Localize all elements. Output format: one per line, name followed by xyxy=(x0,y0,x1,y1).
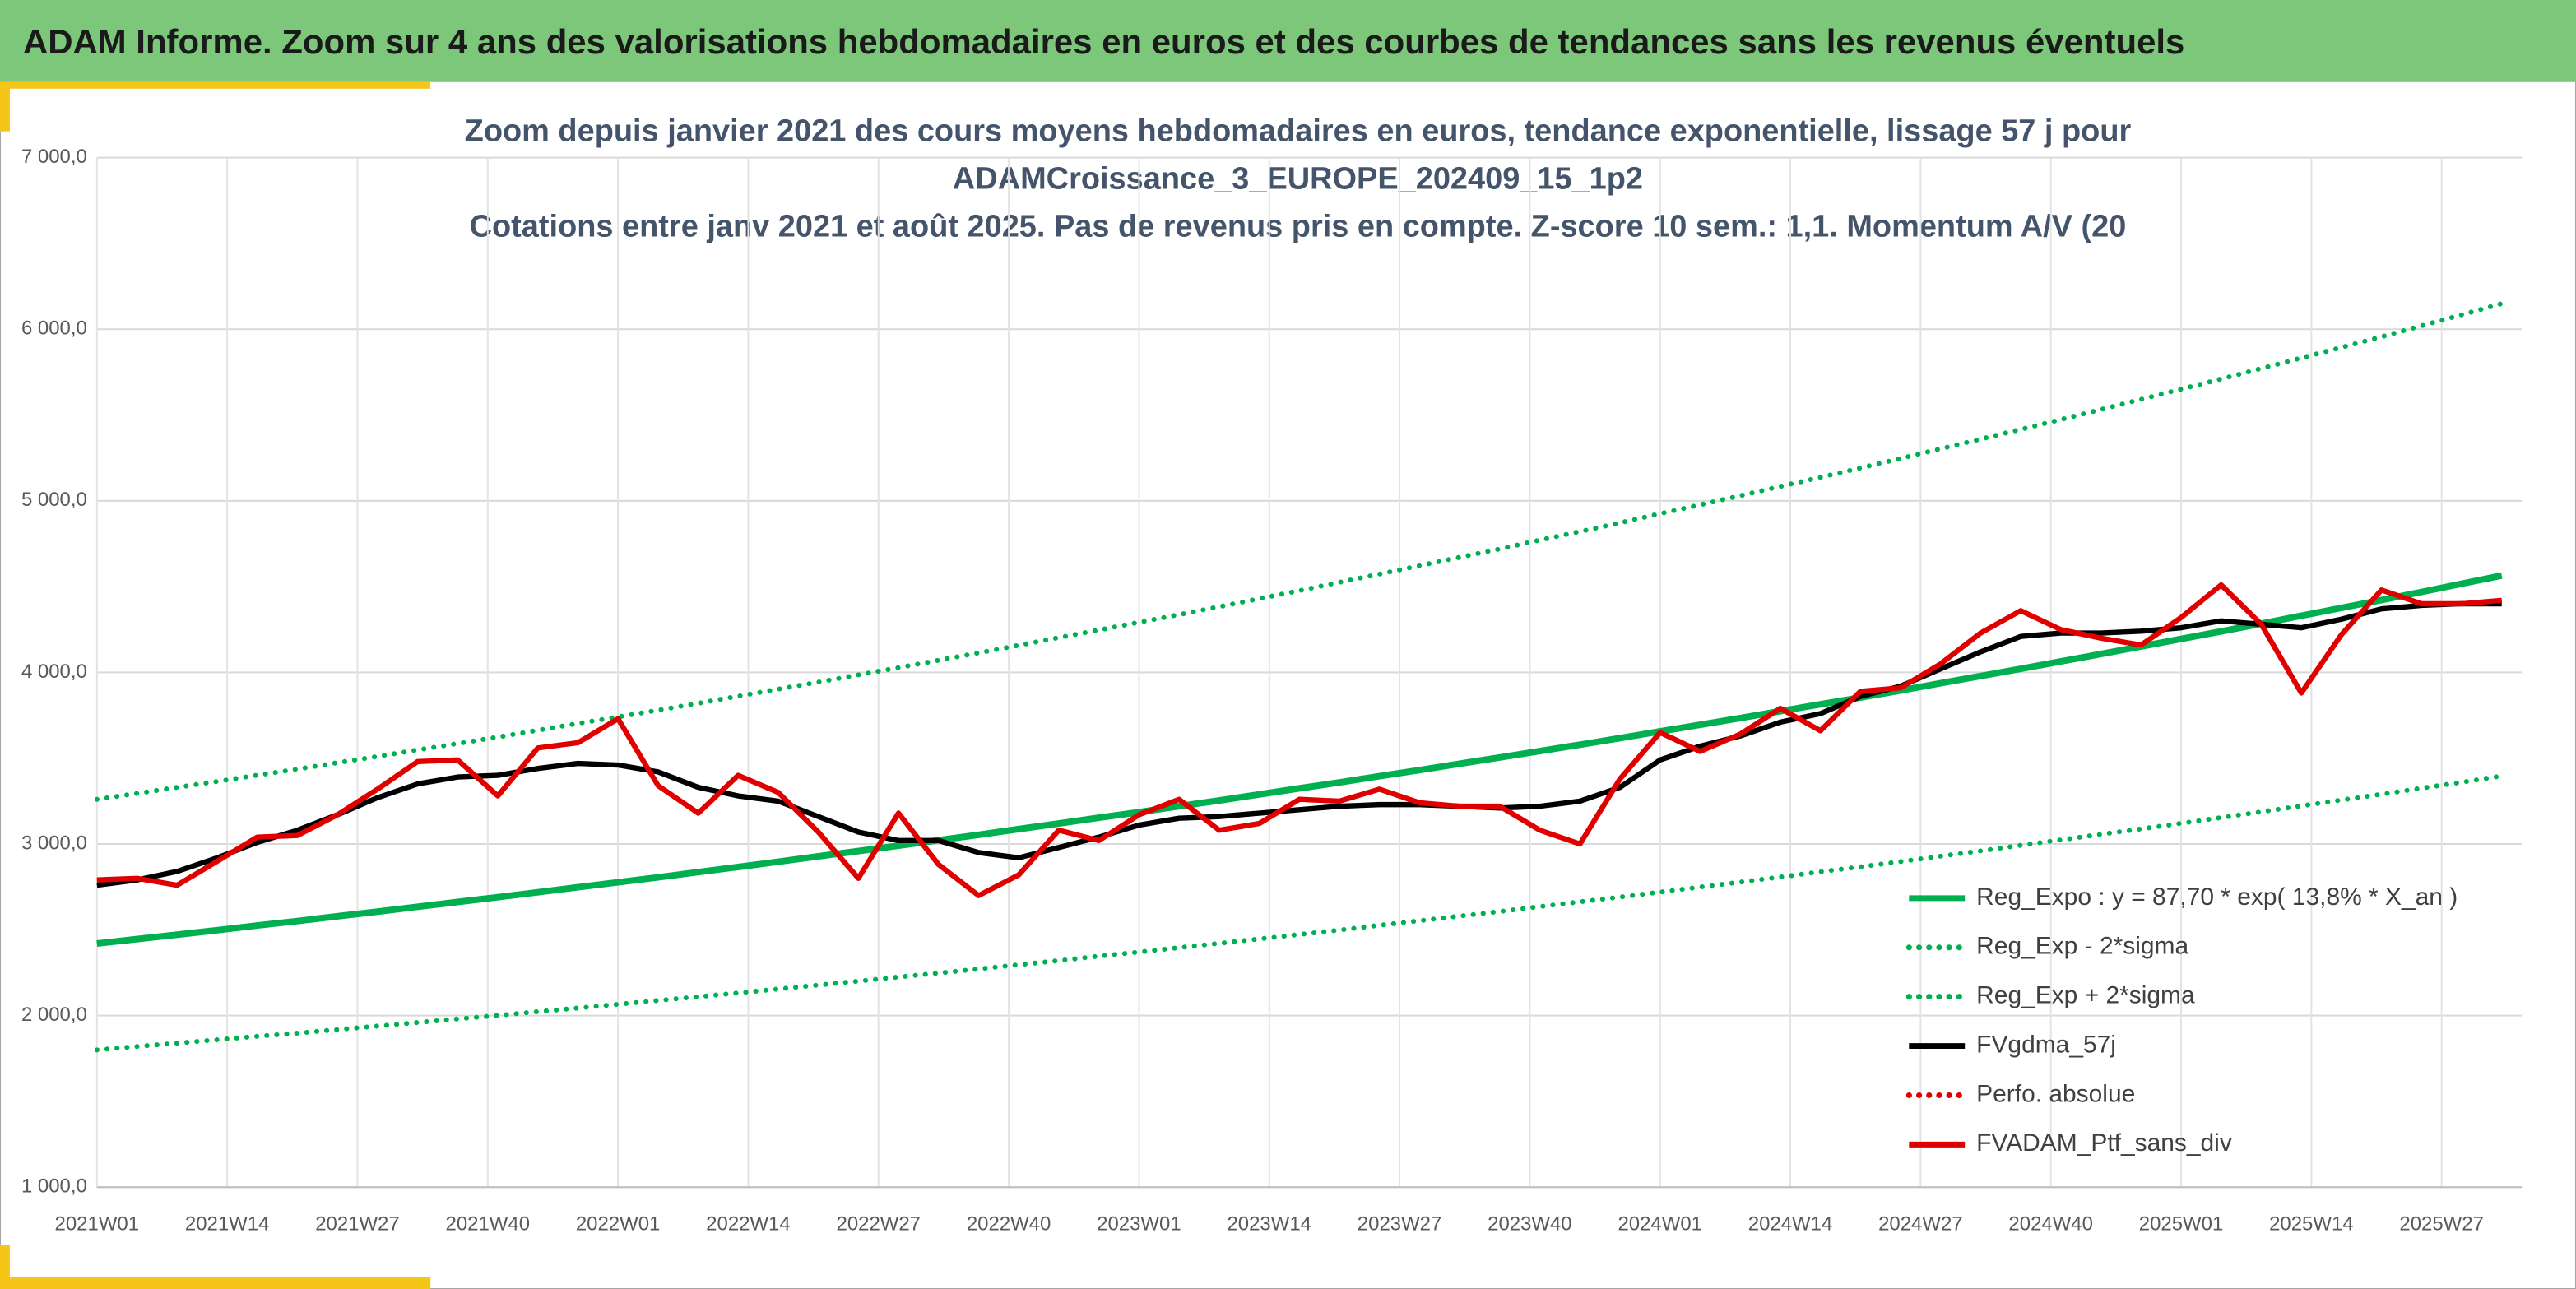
x-tick-label: 2024W01 xyxy=(1618,1212,1702,1235)
y-tick-label: 7 000,0 xyxy=(21,146,87,168)
plot: Zoom depuis janvier 2021 des cours moyen… xyxy=(21,114,2523,1235)
chart-title: ADAMCroissance_3_EUROPE_202409_15_1p2 xyxy=(953,162,1643,197)
header-title: ADAM Informe. Zoom sur 4 ans des valoris… xyxy=(23,22,2184,61)
x-tick-label: 2021W40 xyxy=(446,1212,531,1235)
series-line xyxy=(96,582,2503,898)
x-tick-label: 2023W40 xyxy=(1488,1212,1572,1235)
legend-label: FVADAM_Ptf_sans_div xyxy=(1976,1129,2232,1157)
x-tick-label: 2022W01 xyxy=(576,1212,661,1235)
x-tick-label: 2023W14 xyxy=(1227,1212,1311,1235)
accent xyxy=(0,81,431,89)
y-tick-label: 3 000,0 xyxy=(21,832,87,854)
x-tick-label: 2022W14 xyxy=(706,1212,791,1235)
legend-label: FVgdma_57j xyxy=(1976,1031,2116,1058)
y-tick-label: 4 000,0 xyxy=(21,661,87,683)
x-tick-label: 2021W27 xyxy=(315,1212,400,1235)
series-line xyxy=(96,600,2502,888)
accent xyxy=(0,1277,431,1289)
legend-label: Perfo. absolue xyxy=(1976,1080,2135,1107)
accent xyxy=(0,81,10,132)
legend-label: Reg_Expo : y = 87,70 * exp( 13,8% * X_an… xyxy=(1976,883,2458,911)
x-tick-label: 2021W14 xyxy=(185,1212,270,1235)
x-tick-label: 2025W14 xyxy=(2269,1212,2354,1235)
series-line xyxy=(96,572,2503,947)
accent xyxy=(0,1245,10,1289)
x-tick-label: 2023W01 xyxy=(1097,1212,1181,1235)
x-tick-label: 2022W40 xyxy=(967,1212,1051,1235)
x-tick-label: 2022W27 xyxy=(837,1212,921,1235)
x-tick-label: 2023W27 xyxy=(1358,1212,1442,1235)
x-tick-label: 2024W40 xyxy=(2008,1212,2093,1235)
x-tick-label: 2024W14 xyxy=(1748,1212,1833,1235)
y-tick-label: 5 000,0 xyxy=(21,489,87,511)
chart-title: Cotations entre janv 2021 et août 2025. … xyxy=(470,209,2127,243)
legend-label: Reg_Exp + 2*sigma xyxy=(1976,982,2195,1009)
x-tick-label: 2021W01 xyxy=(55,1212,140,1235)
legend-label: Reg_Exp - 2*sigma xyxy=(1976,933,2188,960)
header-bar xyxy=(0,0,2576,82)
y-tick-label: 2 000,0 xyxy=(21,1004,87,1026)
chart-title: Zoom depuis janvier 2021 des cours moyen… xyxy=(465,114,2132,149)
series-line xyxy=(94,773,2504,1053)
series-line xyxy=(94,301,2504,802)
y-tick-label: 1 000,0 xyxy=(21,1175,87,1198)
x-tick-label: 2024W27 xyxy=(1878,1212,1963,1235)
x-tick-label: 2025W27 xyxy=(2399,1212,2484,1235)
x-tick-label: 2025W01 xyxy=(2139,1212,2224,1235)
y-tick-label: 6 000,0 xyxy=(21,318,87,340)
